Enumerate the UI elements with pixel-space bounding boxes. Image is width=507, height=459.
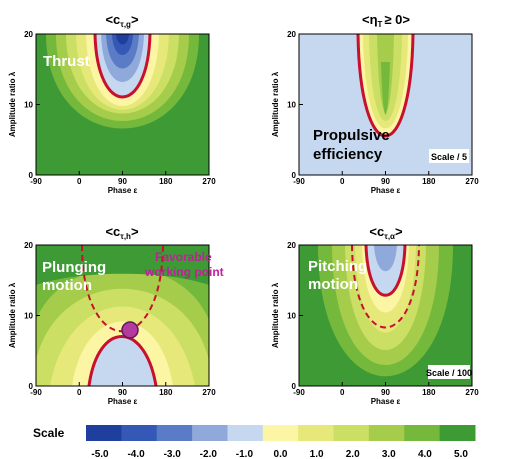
x-tick-label: 180 [159,177,173,186]
y-axis-label: Amplitude ratio λ [271,71,280,137]
colorbar-tick-label: -5.0 [91,449,109,459]
x-tick-label: -90 [30,177,42,186]
x-tick-label: 90 [118,388,127,397]
colorbar-tick-label: 1.0 [310,449,324,459]
x-axis-label: Phase ε [108,186,138,195]
panel-pitching-annotation-2: motion [308,276,358,293]
colorbar-cell [121,425,158,441]
favorable-label: Favorable [155,250,212,264]
scale-note: Scale / 100 [426,368,472,378]
panel-efficiency-annotation: Propulsive [313,127,390,144]
x-axis-label: Phase ε [108,397,138,406]
zero-contour [356,34,415,138]
panel-thrust-title: <cτ,g> [105,12,139,29]
y-tick-label: 0 [29,171,34,180]
panel-plunging-title: <cτ,h> [105,224,139,241]
y-tick-label: 20 [24,241,33,250]
colorbar-cell [298,425,335,441]
colorbar-cell [404,425,441,441]
y-axis-label: Amplitude ratio λ [8,71,17,137]
colorbar-tick-label: 2.0 [346,449,360,459]
colorbar-tick-label: 3.0 [382,449,396,459]
colorbar-cell [439,425,476,441]
x-tick-label: 270 [202,177,216,186]
panel-efficiency-title: <ηT ≥ 0> [362,12,410,29]
favorable-label-2: working point [144,265,224,279]
y-axis-label: Amplitude ratio λ [271,282,280,348]
y-tick-label: 0 [29,382,34,391]
panel-efficiency: Propulsive efficiency Scale / 5 -90 0 90 18… [271,12,479,195]
panel-plunging-annotation-2: motion [42,277,92,294]
x-tick-label: 180 [422,388,436,397]
y-axis-label: Amplitude ratio λ [8,282,17,348]
colorbar-label: Scale [33,426,65,440]
scale-note-box [428,365,470,379]
x-tick-label: 90 [118,177,127,186]
x-tick-label: 0 [77,177,82,186]
scale-note: Scale / 5 [431,152,467,162]
x-tick-label: 90 [381,177,390,186]
favorable-point-marker [121,321,139,339]
dashed-boundary [351,245,420,329]
colorbar-tick-label: 5.0 [454,449,468,459]
x-tick-label: -90 [293,388,305,397]
x-tick-label: 90 [381,388,390,397]
colorbar-cell [368,425,405,441]
colorbar-tick-label: -1.0 [236,449,254,459]
colorbar-tick-label: -3.0 [164,449,182,459]
y-tick-label: 0 [292,171,297,180]
x-tick-label: 0 [340,177,345,186]
colorbar-cell [333,425,370,441]
colorbar-tick-label: -4.0 [127,449,145,459]
panel-plunging: Plunging motion Favorable working point … [8,224,224,406]
panel-pitching-title: <cτ,α> [369,224,403,241]
y-tick-label: 10 [24,312,33,321]
x-axis-label: Phase ε [371,397,401,406]
colorbar-cell [262,425,299,441]
x-tick-label: 270 [202,388,216,397]
colorbar-cell [86,425,122,441]
y-tick-label: 10 [287,312,296,321]
x-tick-label: -90 [30,388,42,397]
colorbar-tick-label: 4.0 [418,449,432,459]
y-tick-label: 10 [287,101,296,110]
x-tick-label: 180 [422,177,436,186]
x-tick-label: 270 [465,177,479,186]
zero-contour [87,335,158,386]
colorbar-cell [227,425,264,441]
colorbar-cell [156,425,193,441]
panel-plunging-annotation: Plunging [42,259,106,276]
panel-pitching-annotation: Pitching [308,258,367,275]
colorbar-tick-label: -2.0 [200,449,218,459]
y-tick-label: 0 [292,382,297,391]
zero-contour [364,245,407,297]
colorbar-cell [192,425,228,441]
colorbar: Scale -5.0 -4.0 -3.0 -2.0 -1.0 0.0 1.0 2.0 3.0 4.… [33,425,476,459]
panel-thrust-annotation: Thrust [43,53,90,70]
scale-note-box [429,149,469,163]
x-tick-label: 0 [340,388,345,397]
zero-contour [93,34,152,99]
panel-efficiency-annotation-2: efficiency [313,146,383,163]
x-tick-label: 270 [465,388,479,397]
y-tick-label: 20 [287,30,296,39]
y-tick-label: 20 [24,30,33,39]
x-tick-label: -90 [293,177,305,186]
x-tick-label: 0 [77,388,82,397]
colorbar-tick-label: 0.0 [274,449,288,459]
y-tick-label: 20 [287,241,296,250]
x-tick-label: 180 [159,388,173,397]
x-axis-label: Phase ε [371,186,401,195]
panel-pitching: Pitching motion Scale / 100 -90 0 90 180 270… [271,224,479,406]
y-tick-label: 10 [24,101,33,110]
